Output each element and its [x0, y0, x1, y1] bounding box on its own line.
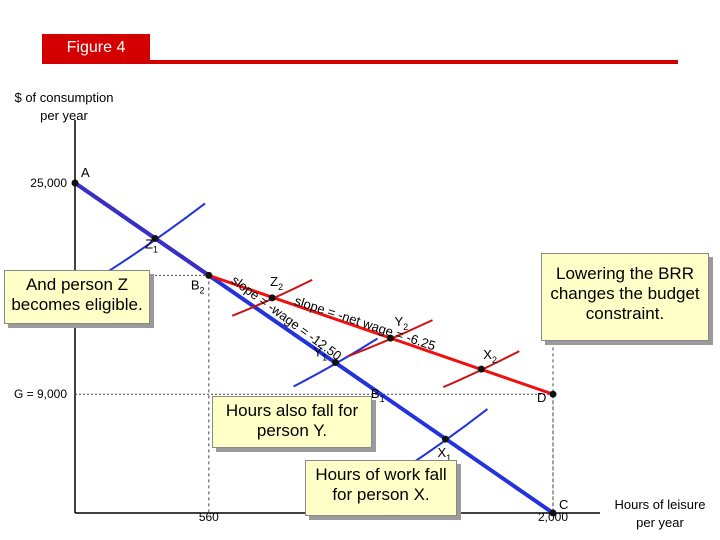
point-label-c: C: [559, 497, 568, 512]
point-a: [71, 179, 79, 187]
point-y1: [332, 359, 340, 367]
callout-brr: Lowering the BRR changes the budget cons…: [541, 253, 709, 341]
y-tick-label: G = 9,000: [14, 387, 67, 401]
figure-label: Figure 4: [42, 34, 150, 62]
point-label-z2: Z2: [270, 274, 283, 292]
point-z2: [268, 294, 276, 302]
point-y2: [386, 334, 394, 342]
callout-person-x: Hours of work fall for person X.: [305, 460, 457, 516]
point-z1: [151, 234, 159, 242]
x-axis-label: Hours of leisure: [614, 497, 705, 512]
x-axis-label-unit: per year: [636, 515, 684, 530]
point-label-b1: B1: [371, 386, 385, 404]
point-label-a: A: [81, 165, 90, 180]
x-tick-label: 2,000: [538, 510, 568, 524]
y-axis-label: $ of consumption: [14, 90, 113, 105]
y-tick-label: 25,000: [30, 176, 67, 190]
point-d: [549, 390, 557, 398]
point-label-b2: B2: [191, 277, 205, 295]
callout-person-y: Hours also fall for person Y.: [212, 396, 372, 448]
point-c: [549, 509, 557, 517]
point-x1: [441, 435, 449, 443]
point-label-x2: X2: [483, 347, 497, 365]
title-rule: [42, 60, 678, 64]
point-label-d: D: [537, 390, 546, 405]
point-x2: [477, 365, 485, 373]
callout-person-z: And person Z becomes eligible.: [4, 270, 150, 324]
x-tick-label: 560: [199, 510, 219, 524]
point-b2: [205, 271, 213, 279]
y-axis-label-unit: per year: [40, 108, 88, 123]
budget-upper-segment: [73, 181, 210, 278]
